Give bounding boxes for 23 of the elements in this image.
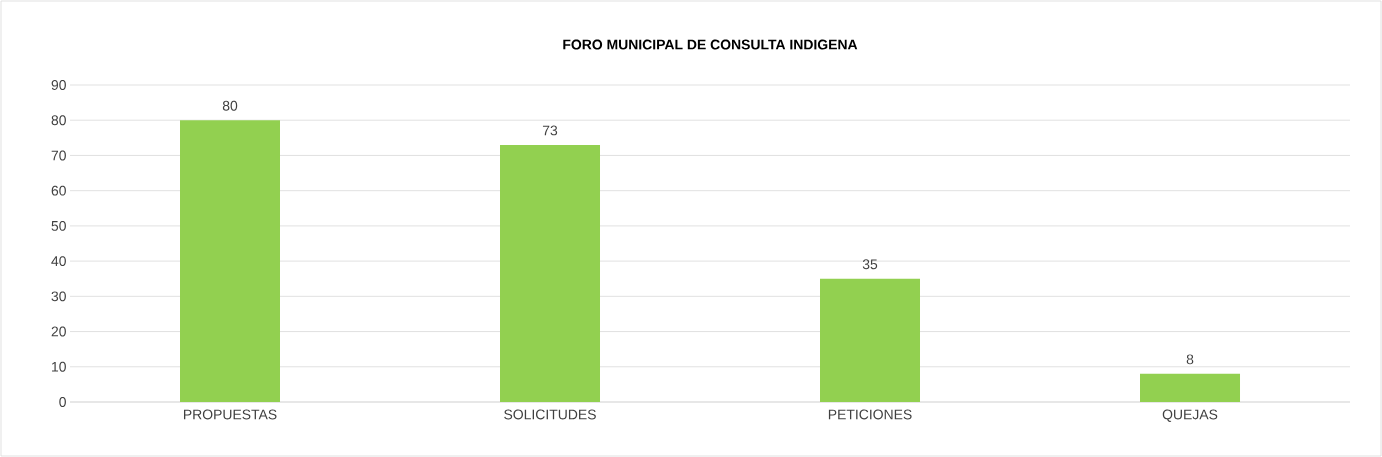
data-label: 35 (862, 259, 878, 270)
bar (500, 144, 600, 402)
y-tick-label: 40 (51, 256, 66, 267)
y-tick-label: 0 (59, 397, 66, 407)
x-tick-label: PROPUESTAS (183, 409, 277, 420)
data-label: 80 (222, 100, 238, 111)
y-tick-label: 70 (51, 150, 66, 161)
data-label: 73 (542, 125, 558, 136)
bar (820, 278, 920, 402)
x-tick-label: PETICIONES (828, 409, 912, 420)
data-label: 8 (1186, 354, 1194, 365)
bar (1140, 373, 1241, 402)
y-tick-label: 60 (51, 185, 66, 196)
x-tick-label: SOLICITUDES (504, 409, 596, 420)
y-tick-label: 80 (51, 115, 66, 126)
y-tick-label: 50 (51, 220, 66, 231)
y-tick-label: 20 (51, 326, 66, 337)
y-tick-label: 30 (51, 291, 66, 302)
bar (180, 120, 280, 402)
x-tick-label: QUEJAS (1162, 409, 1218, 422)
y-tick-label: 10 (52, 361, 66, 372)
y-tick-label: 90 (51, 80, 66, 90)
chart-title: FORO MUNICIPAL DE CONSULTA INDIGENA (563, 39, 858, 50)
